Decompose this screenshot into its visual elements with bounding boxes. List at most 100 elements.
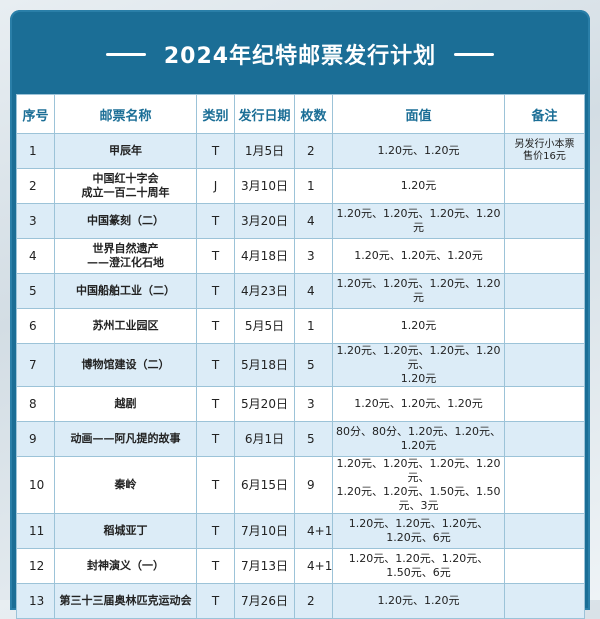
table-row: 13 第三十三届奥林匹克运动会 T 7月26日 2 1.20元、1.20元 <box>16 583 585 619</box>
cell-type-text: T <box>211 144 220 158</box>
cell-issue-date-text: 4月23日 <box>241 284 288 298</box>
cell-stamp-name: 博物馆建设（二） <box>54 343 197 387</box>
cell-face-value: 1.20元、1.20元、1.20元 <box>332 238 505 274</box>
cell-issue-date-text: 3月10日 <box>241 179 288 193</box>
cell-stamp-name-text: 中国红十字会 成立一百二十周年 <box>81 172 170 199</box>
cell-type-text: T <box>211 559 220 573</box>
cell-issue-date-text: 4月18日 <box>241 249 288 263</box>
cell-issue-date: 5月18日 <box>234 343 295 387</box>
cell-issue-date: 5月20日 <box>234 386 295 422</box>
cell-stamp-name-text: 第三十三届奥林匹克运动会 <box>59 594 192 607</box>
cell-issue-date: 4月18日 <box>234 238 295 274</box>
cell-type: T <box>196 133 235 169</box>
cell-no: 6 <box>16 308 55 344</box>
cell-face-value-text: 1.20元、1.20元 <box>377 594 460 607</box>
cell-count-text: 4 <box>307 214 315 228</box>
cell-issue-date: 6月1日 <box>234 421 295 457</box>
cell-no: 1 <box>16 133 55 169</box>
cell-face-value: 1.20元、1.20元、1.20元、1.20元、 1.20元、1.20元、1.5… <box>332 456 505 514</box>
cell-note <box>504 583 585 619</box>
table-row: 4 世界自然遗产 ——澄江化石地 T 4月18日 3 1.20元、1.20元、1.20元 <box>16 238 585 274</box>
table-body: 1 甲辰年 T 1月5日 2 1.20元、1.20元 另发行小本票 售价16元 2 中国红十字会… <box>16 133 585 619</box>
cell-type-text: T <box>211 594 220 608</box>
cell-no-text: 1 <box>29 144 37 158</box>
cell-type-text: T <box>211 319 220 333</box>
cell-face-value: 1.20元、1.20元 <box>332 133 505 169</box>
cell-issue-date-text: 1月5日 <box>244 144 285 158</box>
cell-no: 13 <box>16 583 55 619</box>
cell-stamp-name: 苏州工业园区 <box>54 308 197 344</box>
cell-type-text: T <box>211 249 220 263</box>
cell-type: T <box>196 583 235 619</box>
cell-count-text: 4+1 <box>307 559 333 573</box>
cell-stamp-name-text: 中国篆刻（二） <box>87 214 164 227</box>
cell-issue-date-text: 3月20日 <box>241 214 288 228</box>
cell-type: T <box>196 273 235 309</box>
cell-no: 4 <box>16 238 55 274</box>
cell-type: T <box>196 203 235 239</box>
cell-no: 3 <box>16 203 55 239</box>
cell-stamp-name-text: 博物馆建设（二） <box>81 358 170 371</box>
title-right-divider <box>454 52 495 56</box>
cell-note <box>504 168 585 204</box>
cell-type: T <box>196 548 235 584</box>
header-name: 邮票名称 <box>54 94 197 134</box>
cell-no-text: 4 <box>29 249 37 263</box>
header-type: 类别 <box>196 94 235 134</box>
cell-issue-date-text: 5月18日 <box>241 358 288 372</box>
cell-issue-date-text: 5月20日 <box>241 397 288 411</box>
cell-face-value: 1.20元、1.20元、1.20元 <box>332 386 505 422</box>
cell-face-value-text: 1.20元、1.20元、1.20元、1.20元、 1.20元、1.20元、1.5… <box>336 457 501 512</box>
cell-issue-date: 7月10日 <box>234 513 295 549</box>
cell-type-text: T <box>211 524 220 538</box>
cell-no: 8 <box>16 386 55 422</box>
cell-count: 4 <box>294 203 333 239</box>
table-row: 3 中国篆刻（二） T 3月20日 4 1.20元、1.20元、1.20元、1.20元 <box>16 203 585 239</box>
cell-face-value-text: 1.20元、1.20元、1.20元、 1.20元、6元 <box>348 517 489 544</box>
cell-count-text: 5 <box>307 432 315 446</box>
cell-no-text: 3 <box>29 214 37 228</box>
cell-issue-date: 7月26日 <box>234 583 295 619</box>
table-row: 2 中国红十字会 成立一百二十周年 J 3月10日 1 1.20元 <box>16 168 585 204</box>
cell-issue-date: 3月10日 <box>234 168 295 204</box>
cell-stamp-name: 第三十三届奥林匹克运动会 <box>54 583 197 619</box>
cell-stamp-name-text: 越剧 <box>114 397 137 410</box>
cell-type: T <box>196 456 235 514</box>
cell-type: J <box>196 168 235 204</box>
cell-count: 1 <box>294 308 333 344</box>
cell-face-value: 1.20元 <box>332 168 505 204</box>
cell-count-text: 5 <box>307 358 315 372</box>
cell-face-value: 80分、80分、1.20元、1.20元、 1.20元 <box>332 421 505 457</box>
header-value: 面值 <box>332 94 505 134</box>
cell-issue-date-text: 7月10日 <box>241 524 288 538</box>
cell-stamp-name: 中国船舶工业（二） <box>54 273 197 309</box>
cell-type: T <box>196 386 235 422</box>
cell-count-text: 2 <box>307 594 315 608</box>
cell-count: 1 <box>294 168 333 204</box>
cell-face-value-text: 1.20元、1.20元、1.20元、1.20元 <box>336 277 501 304</box>
cell-face-value-text: 1.20元 <box>400 179 437 192</box>
cell-no-text: 7 <box>29 358 37 372</box>
table-row: 10 秦岭 T 6月15日 9 1.20元、1.20元、1.20元、1.20元、 1.20… <box>16 456 585 514</box>
cell-count: 4+1 <box>294 513 333 549</box>
cell-count: 4+1 <box>294 548 333 584</box>
cell-type-text: T <box>211 432 220 446</box>
table-header-row: 序号 邮票名称 类别 发行日期 枚数 面值 备注 <box>16 94 585 134</box>
cell-issue-date-text: 5月5日 <box>244 319 285 333</box>
cell-stamp-name: 动画——阿凡提的故事 <box>54 421 197 457</box>
page-title: 2024年纪特邮票发行计划 <box>163 44 437 69</box>
cell-no-text: 6 <box>29 319 37 333</box>
header-note: 备注 <box>504 94 585 134</box>
cell-no-text: 2 <box>29 179 37 193</box>
cell-no: 11 <box>16 513 55 549</box>
cell-note <box>504 456 585 514</box>
cell-issue-date: 1月5日 <box>234 133 295 169</box>
cell-face-value: 1.20元、1.20元、1.20元、1.20元 <box>332 203 505 239</box>
header-date: 发行日期 <box>234 94 295 134</box>
cell-issue-date-text: 7月13日 <box>241 559 288 573</box>
title-bar: 2024年纪特邮票发行计划 <box>10 10 590 98</box>
cell-stamp-name: 世界自然遗产 ——澄江化石地 <box>54 238 197 274</box>
cell-face-value-text: 1.20元、1.20元 <box>377 144 460 157</box>
table-row: 12 封神演义（一） T 7月13日 4+1 1.20元、1.20元、1.20元、 1.5… <box>16 548 585 584</box>
cell-stamp-name: 封神演义（一） <box>54 548 197 584</box>
